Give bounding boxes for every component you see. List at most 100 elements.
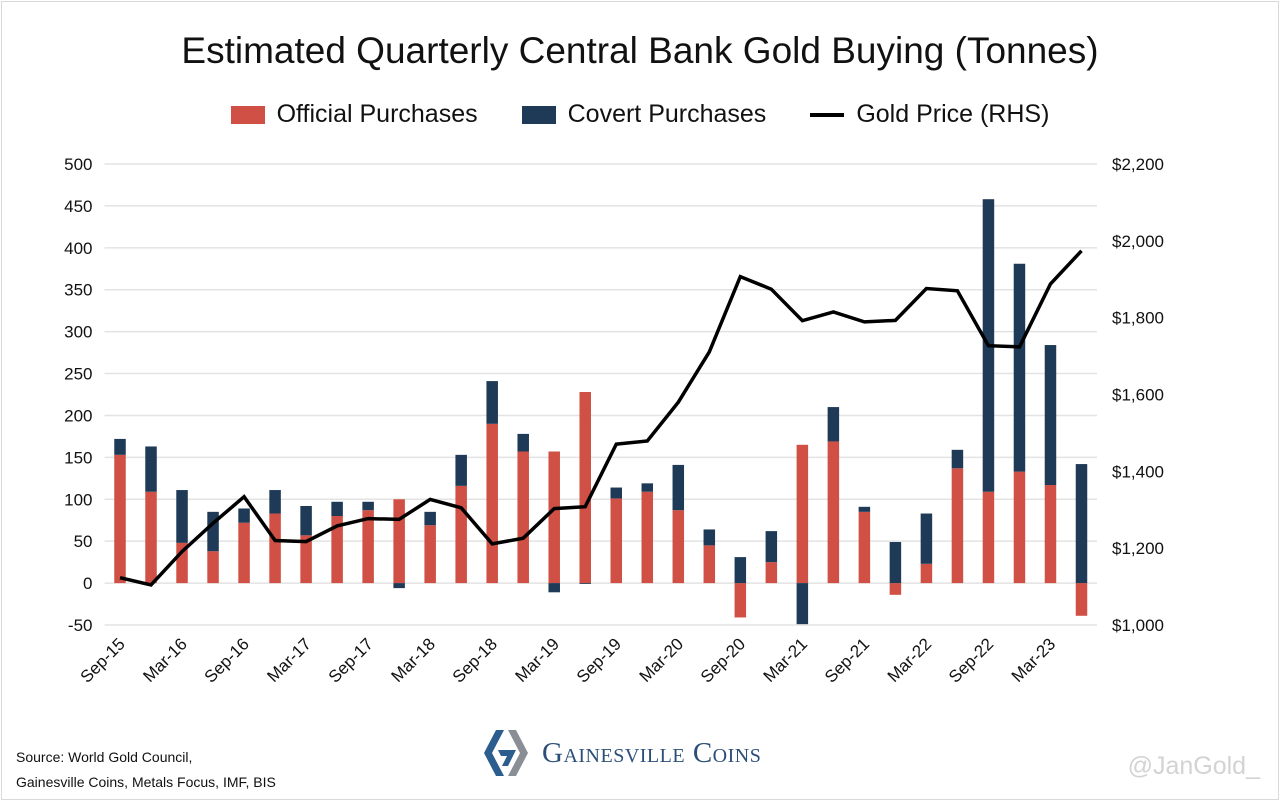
bar-official	[796, 444, 809, 584]
bar-official	[424, 525, 436, 584]
bar-covert	[796, 583, 809, 625]
legend-item-covert: Covert Purchases	[521, 100, 767, 129]
bar-official	[734, 583, 747, 618]
y2-tick-label: $2,200	[1112, 155, 1164, 174]
bar-covert	[331, 501, 343, 517]
bar-official	[238, 522, 250, 584]
legend-swatch-covert	[521, 105, 556, 124]
x-tick-label: Sep-18	[449, 634, 501, 686]
legend-label-covert: Covert Purchases	[567, 100, 767, 128]
bar-covert	[579, 583, 591, 584]
y-tick-label: 100	[64, 490, 92, 509]
bar-official	[362, 510, 374, 584]
x-tick-label: Sep-22	[945, 634, 997, 686]
bar-official	[889, 583, 902, 595]
legend: Official Purchases Covert Purchases Gold…	[0, 100, 1280, 129]
y-tick-label: 300	[64, 323, 92, 342]
y-tick-label: 350	[64, 281, 92, 300]
source-line-1: Source: World Gold Council,	[16, 749, 193, 765]
y-tick-label: -50	[68, 616, 93, 635]
gold-price-line	[119, 249, 1083, 587]
y-tick-label: 500	[64, 155, 92, 174]
bar-covert	[889, 542, 902, 584]
bar-official	[331, 516, 343, 584]
bar-official	[269, 513, 281, 584]
y2-tick-label: $1,400	[1112, 462, 1164, 481]
legend-label-gold-price: Gold Price (RHS)	[856, 100, 1050, 128]
bar-official	[920, 563, 933, 584]
bar-official	[517, 451, 529, 584]
bar-covert	[610, 487, 623, 499]
bar-official	[455, 485, 467, 584]
bar-covert	[424, 511, 436, 526]
bar-covert	[734, 557, 747, 584]
legend-item-official: Official Purchases	[230, 100, 478, 129]
bar-official	[610, 498, 623, 584]
bar-covert	[641, 483, 654, 492]
y-tick-label: 50	[74, 532, 93, 551]
x-tick-label: Sep-17	[325, 634, 377, 686]
x-tick-label: Sep-21	[821, 634, 873, 686]
source-line-2: Gainesville Coins, Metals Focus, IMF, BI…	[16, 774, 276, 790]
chart-title: Estimated Quarterly Central Bank Gold Bu…	[181, 30, 1099, 71]
bar-covert	[114, 438, 126, 455]
bar-official	[579, 391, 591, 584]
bar-covert	[145, 446, 157, 492]
y-tick-label: 450	[64, 197, 92, 216]
bar-official	[765, 562, 778, 584]
x-tick-label: Mar-20	[636, 634, 688, 686]
bar-covert	[858, 506, 871, 512]
x-tick-label: Mar-18	[387, 634, 439, 686]
bar-covert	[765, 531, 778, 563]
bar-official	[393, 499, 405, 584]
bar-official	[858, 511, 871, 584]
bar-official	[703, 545, 716, 584]
gainesville-logo-icon	[484, 730, 528, 776]
x-tick-label: Mar-16	[139, 634, 191, 686]
bar-official	[1075, 583, 1088, 616]
y2-tick-label: $1,600	[1112, 386, 1164, 405]
y2-tick-label: $2,000	[1112, 232, 1164, 251]
bar-official	[114, 454, 126, 584]
x-tick-label: Sep-16	[201, 634, 253, 686]
bar-covert	[951, 449, 964, 469]
bar-official	[1044, 485, 1057, 584]
bar-covert	[1013, 263, 1026, 472]
bar-official	[207, 551, 219, 584]
legend-swatch-official	[230, 105, 265, 124]
x-tick-label: Mar-22	[884, 634, 936, 686]
bar-covert	[393, 583, 405, 589]
y2-tick-label: $1,000	[1112, 616, 1164, 635]
y-tick-label: 250	[64, 365, 92, 384]
x-tick-label: Mar-21	[760, 634, 812, 686]
y-tick-label: 150	[64, 448, 92, 467]
bar-official	[951, 468, 964, 584]
bar-covert	[300, 505, 312, 536]
bar-covert	[703, 529, 716, 546]
author-handle: @JanGold_	[1127, 752, 1260, 780]
bar-official	[486, 423, 498, 584]
bar-covert	[269, 490, 281, 514]
bar-official	[982, 491, 995, 584]
x-tick-label: Sep-19	[573, 634, 625, 686]
x-tick-label: Mar-17	[263, 634, 315, 686]
y2-tick-label: $1,200	[1112, 539, 1164, 558]
bar-covert	[920, 513, 933, 564]
bar-covert	[486, 381, 498, 424]
bar-official	[1013, 471, 1026, 584]
bar-official	[827, 441, 840, 584]
source-note: Source: World Gold Council, Gainesville …	[16, 745, 276, 795]
y-tick-label: 400	[64, 239, 92, 258]
brand-logo: Gainesville Coins	[484, 728, 761, 778]
bar-covert	[517, 433, 529, 452]
x-tick-label: Sep-15	[77, 634, 129, 686]
bar-covert	[1075, 464, 1088, 584]
legend-item-gold-price: Gold Price (RHS)	[810, 100, 1049, 129]
bar-covert	[207, 511, 219, 552]
bar-covert	[672, 464, 685, 511]
legend-line-gold-price	[810, 112, 845, 117]
bar-official	[641, 491, 654, 584]
y-tick-label: 200	[64, 406, 92, 425]
